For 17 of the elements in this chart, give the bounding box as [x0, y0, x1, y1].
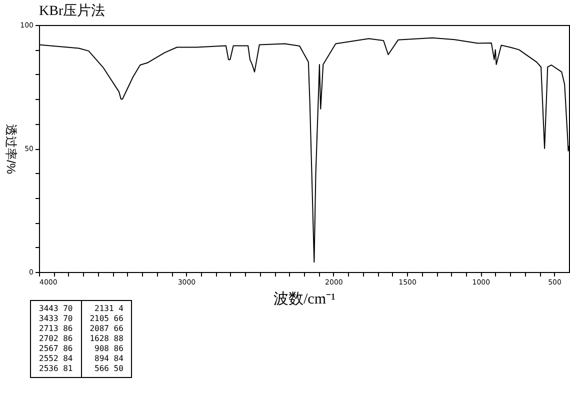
text: 2087 66	[90, 324, 124, 334]
text: 2702 86	[39, 334, 73, 344]
y-axis-title: 透过率/%	[4, 124, 18, 174]
text: 566 50	[94, 364, 124, 374]
text: 2131 4	[94, 304, 124, 314]
text: 2552 84	[39, 354, 73, 364]
text: 3433 70	[39, 314, 73, 324]
text: 2536 81	[39, 364, 73, 374]
text: 2713 86	[39, 324, 73, 334]
text: 2567 86	[39, 344, 73, 354]
x-axis-title: 波数/cm⁻¹	[274, 290, 336, 308]
text: 2105 66	[90, 314, 124, 324]
text: 1628 88	[90, 334, 124, 344]
text: 908 86	[94, 344, 124, 354]
chart-title: KBr压片法	[39, 3, 106, 19]
text: 3443 70	[39, 304, 73, 314]
text: 894 84	[94, 354, 124, 364]
